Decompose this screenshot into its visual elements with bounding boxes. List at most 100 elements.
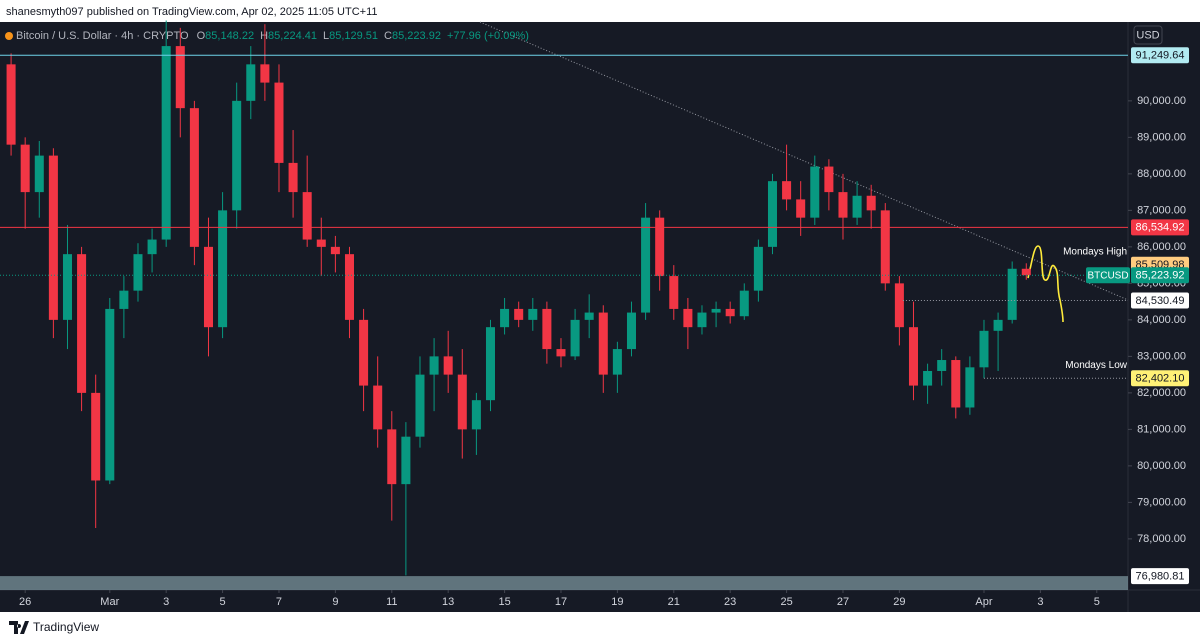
candle-body: [655, 217, 665, 277]
candle-body: [485, 327, 495, 401]
candle-body: [218, 210, 228, 328]
candle-body: [6, 64, 16, 145]
candle-body: [471, 400, 481, 430]
candle-body: [725, 308, 735, 317]
candle-body: [457, 374, 467, 430]
candle-body: [810, 166, 820, 218]
candle-body: [175, 46, 185, 109]
x-tick-label: 3: [163, 596, 169, 608]
legend: Bitcoin / U.S. Dollar · 4h · CRYPTO O85,1…: [16, 30, 529, 42]
candle-body: [133, 254, 143, 291]
currency-label: USD: [1136, 29, 1159, 41]
candle-body: [951, 360, 961, 408]
candle-body: [866, 195, 876, 211]
y-tick-label: 88,000.00: [1137, 168, 1186, 180]
y-tick-label: 82,000.00: [1137, 387, 1186, 399]
x-tick-label: 21: [668, 596, 680, 608]
hand-drawn-path: [1027, 245, 1064, 323]
candle-body: [189, 108, 199, 247]
candle-body: [965, 367, 975, 408]
y-tick-label: 78,000.00: [1137, 533, 1186, 545]
candle-body: [993, 319, 1003, 331]
x-tick-label: 15: [498, 596, 510, 608]
x-tick-label: 25: [780, 596, 792, 608]
candle-body: [683, 308, 693, 328]
candle-body: [316, 239, 326, 247]
x-tick-label: Mar: [100, 596, 119, 608]
price-label-box: [1131, 370, 1189, 387]
candle-body: [500, 308, 510, 328]
currency-box[interactable]: [1133, 25, 1163, 45]
y-tick-label: 84,000.00: [1137, 314, 1186, 326]
x-tick-label: 29: [893, 596, 905, 608]
candle-body: [894, 283, 904, 328]
candle-body: [48, 155, 58, 320]
annotation: Mondays Low: [1065, 360, 1127, 371]
candle-body: [330, 246, 340, 255]
symbol-icon: [5, 32, 13, 40]
candle-body: [401, 436, 411, 485]
candle-body: [429, 356, 439, 375]
legend-prefix: H: [260, 30, 268, 42]
candle-body: [570, 319, 580, 357]
candle-body: [62, 254, 72, 320]
legend-change: +77.96 (+0.09%): [447, 30, 529, 42]
legend-value: 85,148.22: [205, 30, 254, 42]
price-label: 76,980.81: [1136, 571, 1185, 583]
y-tick-label: 87,000.00: [1137, 204, 1186, 216]
x-tick-label: 5: [1094, 596, 1100, 608]
x-tick-label: 17: [555, 596, 567, 608]
legend-value: 85,224.41: [268, 30, 317, 42]
price-label: 82,402.10: [1136, 373, 1185, 385]
price-label-box: [1131, 219, 1189, 236]
candle-body: [669, 276, 679, 309]
candle-body: [232, 100, 242, 211]
candle-body: [584, 312, 594, 320]
candle-body: [767, 181, 777, 247]
candle-body: [556, 349, 566, 357]
candle-body: [852, 195, 862, 218]
legend-title: Bitcoin / U.S. Dollar · 4h · CRYPTO: [16, 30, 189, 42]
symbol-label: BTCUSD: [1087, 270, 1128, 281]
candle-body: [542, 308, 552, 350]
y-tick-label: 89,000.00: [1137, 131, 1186, 143]
candle-body: [514, 308, 524, 320]
trend-line: [479, 21, 1129, 301]
candle-body: [598, 312, 608, 375]
y-tick-label: 81,000.00: [1137, 423, 1186, 435]
header-bar: [0, 0, 1200, 22]
candle-body: [641, 217, 651, 313]
candle-body: [923, 370, 933, 386]
legend-prefix: O: [197, 30, 206, 42]
brand-name: TradingView: [33, 620, 99, 634]
price-zone: [0, 576, 1128, 590]
y-tick-label: 80,000.00: [1137, 460, 1186, 472]
candle-body: [77, 254, 87, 393]
candle-body: [880, 210, 890, 284]
x-tick-label: 27: [837, 596, 849, 608]
candle-body: [288, 162, 298, 193]
legend-value: 85,223.92: [392, 30, 441, 42]
y-tick-label: 83,000.00: [1137, 350, 1186, 362]
candle-body: [91, 392, 101, 481]
candle-body: [697, 312, 707, 328]
legend-prefix: C: [384, 30, 392, 42]
annotation: Mondays High: [1063, 246, 1127, 257]
candle-body: [246, 64, 256, 101]
candle-body: [1021, 268, 1031, 276]
x-tick-label: 11: [386, 596, 397, 608]
candle-body: [838, 192, 848, 218]
candle-body: [739, 290, 749, 317]
legend-prefix: L: [323, 30, 329, 42]
x-tick-label: 7: [276, 596, 282, 608]
symbol-box: [1086, 267, 1130, 284]
price-label: 85,223.92: [1136, 270, 1185, 282]
x-tick-label: 26: [19, 596, 31, 608]
x-tick-label: 13: [442, 596, 454, 608]
candle-body: [274, 82, 284, 163]
header-text: shanesmyth097 published on TradingView.c…: [6, 6, 378, 18]
price-label-box: [1131, 47, 1189, 64]
candle-body: [302, 192, 312, 240]
